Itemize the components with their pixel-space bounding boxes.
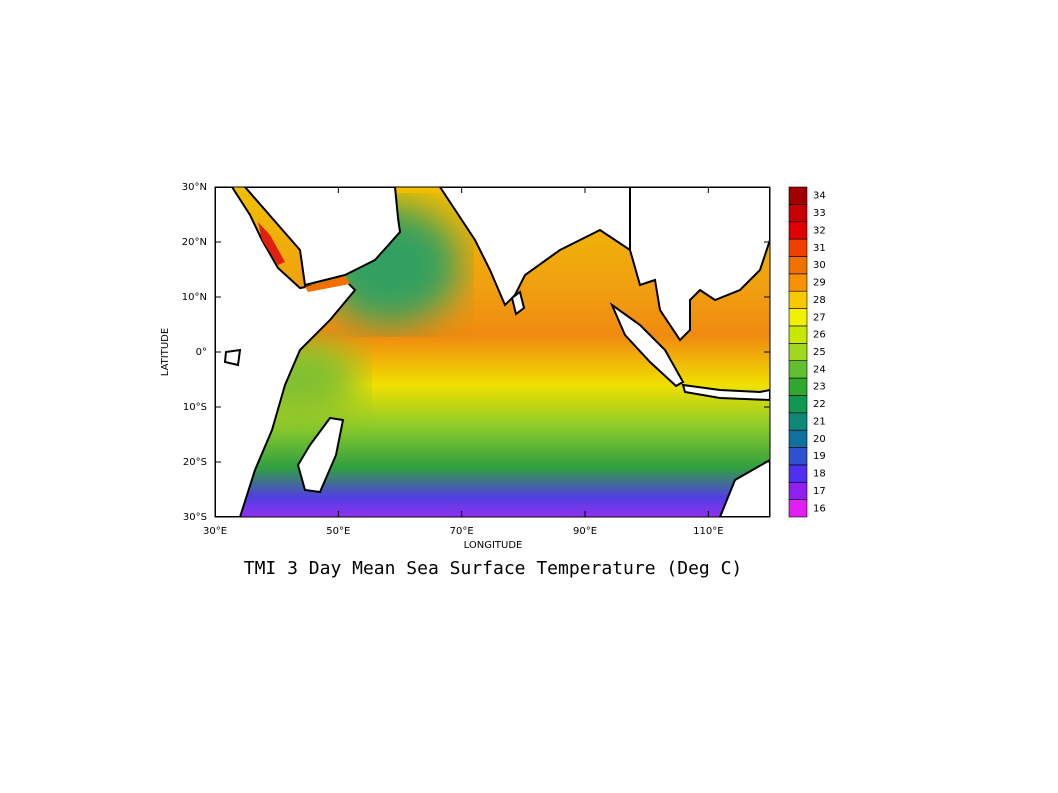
colorbar-label: 29 (813, 278, 826, 289)
y-tick-label: 20°N (182, 237, 207, 248)
chart-title: TMI 3 Day Mean Sea Surface Temperature (… (244, 558, 743, 579)
colorbar-label: 19 (813, 451, 826, 462)
x-tick-label: 30°E (203, 526, 227, 537)
x-tick-label: 110°E (693, 526, 723, 537)
y-tick-label: 30°S (183, 512, 207, 523)
colorbar-box (788, 360, 808, 379)
colorbar-box (788, 481, 808, 500)
colorbar-label: 26 (813, 330, 826, 341)
x-tick-label: 90°E (573, 526, 597, 537)
colorbar-box (788, 395, 808, 414)
colorbar-label: 32 (813, 225, 826, 236)
colorbar-box (788, 447, 808, 466)
colorbar-box (788, 221, 808, 240)
colorbar-box (788, 429, 808, 448)
y-tick-label: 10°N (182, 292, 207, 303)
colorbar-label: 31 (813, 243, 826, 254)
colorbar-label: 20 (813, 434, 826, 445)
colorbar-box (788, 464, 808, 483)
sst-field (215, 187, 770, 517)
colorbar-label: 16 (813, 503, 826, 514)
y-tick-label: 0° (196, 347, 207, 358)
colorbar-label: 21 (813, 416, 826, 427)
colorbar-label: 33 (813, 208, 826, 219)
y-tick-label: 20°S (183, 457, 207, 468)
y-tick-label: 10°S (183, 402, 207, 413)
colorbar-label: 30 (813, 260, 826, 271)
y-tick-label: 30°N (182, 182, 207, 193)
colorbar-box (788, 325, 808, 344)
colorbar-label: 28 (813, 295, 826, 306)
colorbar-label: 25 (813, 347, 826, 358)
colorbar-label: 34 (813, 191, 826, 202)
colorbar-box (788, 290, 808, 309)
colorbar-box (788, 238, 808, 257)
colorbar-label: 27 (813, 312, 826, 323)
colorbar-box (788, 308, 808, 327)
colorbar-label: 24 (813, 364, 826, 375)
colorbar-box (788, 343, 808, 361)
colorbar-box (788, 412, 808, 431)
colorbar-label: 22 (813, 399, 826, 410)
y-axis-label: LATITUDE (160, 328, 171, 376)
colorbar-box (788, 499, 808, 518)
colorbar-box (788, 377, 808, 396)
x-axis-label: LONGITUDE (464, 540, 523, 551)
colorbar-label: 18 (813, 469, 826, 480)
colorbar-box (788, 256, 808, 275)
colorbar-box (788, 186, 808, 205)
colorbar-box (788, 273, 808, 292)
colorbar-label: 17 (813, 486, 826, 497)
x-tick-label: 70°E (450, 526, 474, 537)
colorbar-label: 23 (813, 382, 826, 393)
x-tick-label: 50°E (326, 526, 350, 537)
colorbar-box (788, 204, 808, 223)
